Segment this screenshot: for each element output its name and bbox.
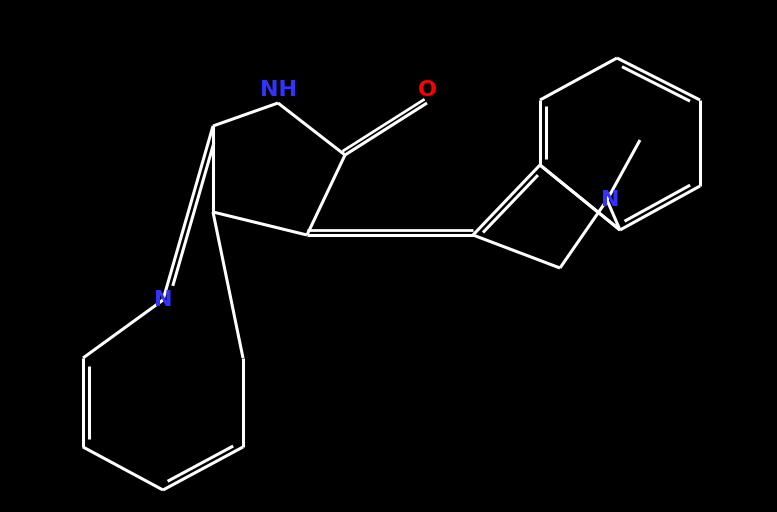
Text: NH: NH xyxy=(260,80,297,100)
Text: N: N xyxy=(601,190,619,210)
Text: N: N xyxy=(154,290,172,310)
Text: O: O xyxy=(417,80,437,100)
